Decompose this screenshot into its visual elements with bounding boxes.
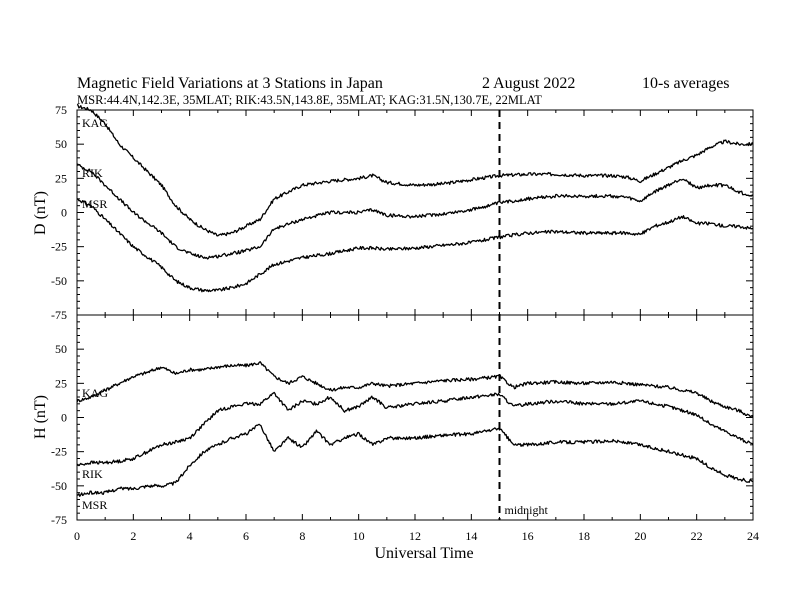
chart-averaging: 10-s averages (642, 75, 730, 92)
series-line-rik-d (76, 163, 754, 260)
series-line-kag-d (76, 103, 754, 237)
x-tick-label: 20 (634, 529, 646, 543)
x-tick-label: 18 (578, 529, 590, 543)
panel-h-ylabel: H (nT) (32, 395, 49, 439)
y-tick-label: 50 (55, 342, 67, 356)
x-tick-label: 22 (691, 529, 703, 543)
y-tick-label: -75 (51, 513, 67, 527)
y-tick-label: -25 (51, 445, 67, 459)
station-label-kag: KAG (82, 386, 108, 400)
chart-subtitle: MSR:44.4N,142.3E, 35MLAT; RIK:43.5N,143.… (77, 93, 542, 107)
x-tick-label: 10 (353, 529, 365, 543)
y-tick-label: 75 (55, 103, 67, 117)
panel-d-ylabel: D (nT) (32, 191, 49, 235)
x-tick-label: 6 (243, 529, 249, 543)
series-line-rik-h (76, 391, 754, 467)
x-tick-label: 4 (187, 529, 193, 543)
y-tick-label: 0 (61, 206, 67, 220)
station-label-msr: MSR (82, 197, 107, 211)
x-tick-label: 2 (130, 529, 136, 543)
series-line-kag-h (76, 361, 754, 418)
chart-title: Magnetic Field Variations at 3 Stations … (77, 75, 383, 92)
station-label-rik: RIK (82, 166, 103, 180)
y-tick-label: 0 (61, 411, 67, 425)
y-tick-label: 25 (55, 376, 67, 390)
y-tick-label: -50 (51, 274, 67, 288)
station-label-rik: RIK (82, 467, 103, 481)
y-tick-label: -50 (51, 479, 67, 493)
y-tick-label: -25 (51, 240, 67, 254)
y-axis-ticks: 75 50 25 0 -25 -50 -75 50 25 0 -25 -50 -75 (51, 103, 753, 527)
x-tick-label: 24 (747, 529, 759, 543)
series-line-msr-h (76, 423, 754, 497)
x-tick-label: 0 (74, 529, 80, 543)
station-label-kag: KAG (82, 116, 108, 130)
x-tick-label: 14 (465, 529, 477, 543)
x-tick-label: 8 (299, 529, 305, 543)
series-line-msr-d (76, 198, 754, 293)
y-tick-label: 25 (55, 171, 67, 185)
x-axis-ticks: 0 2 4 6 8 10 12 14 16 18 20 22 24 (74, 110, 759, 543)
y-tick-label: -75 (51, 308, 67, 322)
x-tick-label: 16 (522, 529, 534, 543)
station-label-msr: MSR (82, 498, 107, 512)
x-axis-label: Universal Time (374, 545, 473, 562)
series-layer: KAG RIK MSR KAG RIK MSR (76, 103, 754, 512)
x-tick-label: 12 (409, 529, 421, 543)
midnight-label: midnight (505, 503, 549, 517)
chart-date: 2 August 2022 (482, 75, 575, 92)
y-tick-label: 50 (55, 137, 67, 151)
